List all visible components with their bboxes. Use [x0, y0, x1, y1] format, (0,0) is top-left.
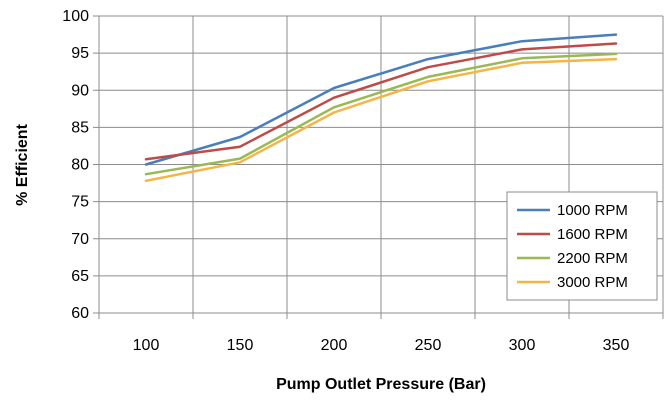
- legend-label: 2200 RPM: [557, 250, 628, 267]
- y-tick-label: 90: [71, 82, 89, 99]
- legend: 1000 RPM 1600 RPM 2200 RPM 3000 RPM: [506, 191, 658, 301]
- x-tick-label: 250: [415, 337, 442, 354]
- gridlines: [98, 15, 664, 319]
- series-line: [144, 42, 618, 161]
- x-axis-title: Pump Outlet Pressure (Bar): [276, 376, 486, 393]
- series-lines: [144, 33, 618, 183]
- x-tick-labels: 100 150 200 250 300 350: [133, 337, 630, 354]
- series-line: [144, 33, 618, 166]
- y-tick-label: 75: [71, 194, 89, 211]
- y-tick-label: 95: [71, 45, 89, 62]
- x-tick-label: 150: [227, 337, 254, 354]
- y-axis-title: % Efficient: [14, 123, 31, 205]
- legend-label: 3000 RPM: [557, 274, 628, 291]
- x-tick-label: 200: [321, 337, 348, 354]
- y-tick-labels: 60 65 70 75 80 85 90 95 100: [62, 8, 89, 322]
- series-line: [144, 57, 618, 183]
- axes: [93, 15, 99, 314]
- legend-label: 1600 RPM: [557, 226, 628, 243]
- y-tick-label: 70: [71, 231, 89, 248]
- x-tick-label: 300: [509, 337, 536, 354]
- series-line: [144, 52, 618, 176]
- y-tick-label: 85: [71, 119, 89, 136]
- x-tick-label: 350: [603, 337, 630, 354]
- x-tick-label: 100: [133, 337, 160, 354]
- y-tick-label: 80: [71, 157, 89, 174]
- y-tick-label: 60: [71, 305, 89, 322]
- legend-label: 1000 RPM: [557, 202, 628, 219]
- y-tick-label: 100: [62, 8, 89, 25]
- y-tick-label: 65: [71, 268, 89, 285]
